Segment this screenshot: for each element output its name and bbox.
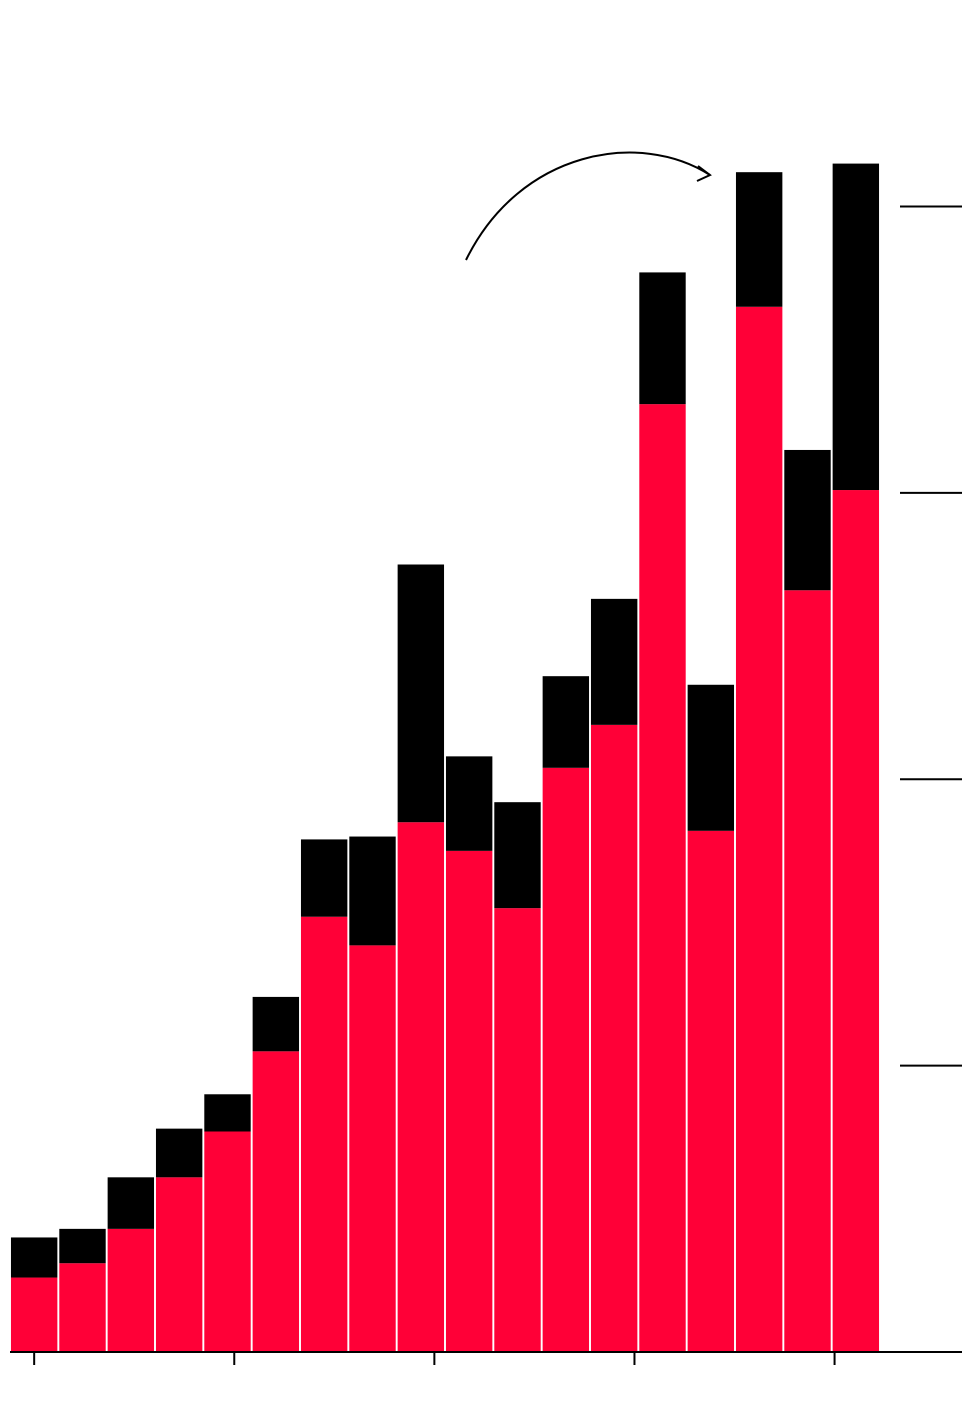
bar-segment [784, 449, 831, 591]
bar-segment [252, 996, 300, 1052]
bar-segment [349, 836, 396, 946]
bar-segment [349, 945, 396, 1352]
bar-segment [445, 850, 493, 1352]
bar-segment [155, 1128, 203, 1178]
arrow-head [696, 165, 712, 182]
bar-segment [735, 172, 783, 307]
bar-segment [784, 590, 831, 1352]
bar-segment [204, 1131, 251, 1352]
bar-segment [639, 404, 686, 1352]
bar-segment [590, 724, 638, 1352]
bar-segment [107, 1228, 155, 1352]
bar-segment [542, 767, 590, 1352]
bar-segment [300, 839, 348, 917]
bar-segment [397, 822, 445, 1352]
bar-segment [397, 564, 445, 823]
bar-segment [687, 830, 735, 1352]
bar-segment [155, 1177, 203, 1352]
bar-segment [10, 1237, 58, 1278]
bar-segment [300, 916, 348, 1352]
bar-segment [832, 163, 880, 491]
bar-segment [542, 676, 590, 768]
bar-segment [59, 1228, 106, 1264]
annotation-arrow [465, 151, 711, 261]
bar-segment [494, 908, 541, 1352]
bar-segment [59, 1263, 106, 1352]
bar-segment [832, 490, 880, 1353]
bar-segment [10, 1277, 58, 1352]
bar-segment [639, 272, 686, 405]
bar-segment [590, 598, 638, 725]
bar-segment [687, 684, 735, 831]
bar-segment [204, 1094, 251, 1132]
bar-segment [735, 306, 783, 1353]
bar-segment [107, 1177, 155, 1229]
bar-segment [252, 1051, 300, 1352]
bar-segment [445, 756, 493, 851]
bar-segment [494, 802, 541, 909]
